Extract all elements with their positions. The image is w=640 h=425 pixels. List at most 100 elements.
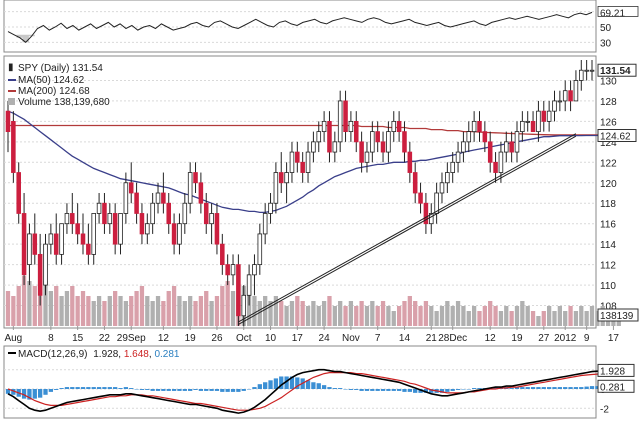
macd-hist-bar [123, 387, 129, 389]
candle-body [246, 274, 252, 296]
candle-body [418, 192, 423, 204]
last-price-badge: 131.54 [597, 63, 637, 77]
volume-bar [166, 291, 171, 326]
candle-body [284, 172, 289, 184]
candle-body [171, 223, 177, 245]
macd-hist-bar [359, 389, 364, 391]
candle [59, 223, 64, 265]
rsi-tick-label: 30 [600, 38, 612, 49]
candle-body [380, 141, 386, 153]
volume-bar [27, 281, 32, 326]
volume-bar [145, 296, 150, 326]
rsi-line [7, 11, 593, 43]
macd-legend-macd: 1.928 [93, 349, 118, 360]
candle [91, 213, 96, 265]
candle-body [305, 151, 311, 173]
candle [530, 111, 536, 133]
candle-body [348, 120, 354, 133]
x-axis-labels: Aug 8 15 22 29Sep 12 19 26 Oct 10 17 24 Nov 7 14 21 28De… [4, 326, 619, 344]
macd-legend-sep2: , [149, 349, 155, 360]
candle-body [273, 172, 279, 204]
macd-hist-bar [525, 387, 530, 389]
macd-panel: 20-2 MACD(12,26,9) 1.928, 1.648, 0.281 1… [3, 345, 635, 419]
macd-hist-bar [530, 387, 536, 389]
candle-body [327, 120, 332, 153]
candle-body [321, 120, 327, 133]
macd-hist-bar [246, 389, 252, 390]
candle-body [477, 120, 482, 133]
candle-body [5, 110, 11, 133]
macd-hist-bar [541, 387, 546, 389]
candle-body [118, 213, 123, 245]
macd-hist-bar [139, 389, 145, 390]
volume-bar [225, 281, 230, 326]
x-tick-label: Aug [4, 333, 22, 344]
macd-hist-bar [252, 387, 257, 389]
volume-bar [364, 306, 370, 326]
macd-hist-bar [332, 388, 337, 389]
volume-bar [268, 301, 273, 326]
candle-body [461, 141, 466, 153]
macd-hist-bar [364, 389, 370, 391]
macd-hist-bar [461, 389, 466, 390]
hist-badge: 0.281 [597, 379, 635, 393]
macd-legend: MACD(12,26,9) 1.928, 1.648, 0.281 [8, 349, 180, 360]
candle-body [466, 131, 472, 143]
candle-body [584, 69, 589, 72]
volume-bar [370, 301, 375, 326]
macd-hist-bar [209, 389, 214, 391]
rsi-tick-label: 50 [600, 23, 612, 34]
candle [86, 223, 91, 265]
volume-bar [214, 296, 220, 326]
candle [375, 121, 380, 153]
ma50-line [7, 110, 635, 214]
candle [295, 141, 300, 173]
macd-legend-text: MACD(12,26,9) 1.928, 1.648, 0.281 [18, 349, 180, 360]
candle-body [236, 264, 241, 317]
price-tick-label: 112 [600, 261, 616, 272]
candle-body [96, 202, 102, 214]
candle-body [262, 213, 268, 235]
candle [134, 182, 139, 224]
candle [284, 162, 289, 204]
macd-hist-bar [386, 389, 391, 391]
x-tick-label: 19 [185, 333, 197, 344]
candle [477, 111, 482, 142]
candle-body [80, 233, 86, 245]
candle-body [311, 141, 316, 153]
ma200-line [8, 124, 635, 136]
candle-body [268, 202, 273, 214]
macd-hist-bar [145, 389, 150, 390]
price-ticks: 108 110 112 114 116 118 120 122 124 126 128 130 [600, 76, 617, 312]
candle [300, 152, 305, 183]
macd-hist-bar [343, 389, 348, 390]
volume-bar [402, 301, 407, 326]
macd-hist-bar [279, 376, 284, 389]
volume-bar [573, 311, 579, 326]
macd-hist-bar [520, 387, 525, 389]
candle [343, 90, 348, 142]
candle [11, 111, 16, 183]
price-tick-label: 124 [600, 138, 617, 149]
candle-body [193, 172, 198, 184]
volume-bar [595, 311, 600, 326]
macd-hist-bar [546, 387, 552, 389]
macd-ticks: 20-2 [4, 366, 609, 415]
candle [332, 131, 338, 163]
x-tick-label: 2012 [554, 333, 577, 344]
candle [123, 172, 129, 224]
macd-hist-bar [471, 388, 477, 389]
candle [70, 193, 75, 234]
candle [557, 90, 563, 112]
candle [64, 203, 70, 234]
candle-icon: ▮ [8, 62, 14, 73]
volume-bar [102, 301, 107, 326]
macd-hist-bar [514, 387, 520, 389]
candle-body [332, 141, 338, 153]
volume-bar [525, 306, 530, 326]
macd-hist-bar [220, 389, 225, 392]
macd-legend-hist: 0.281 [154, 349, 179, 360]
candle [161, 172, 166, 214]
candle-body [402, 131, 407, 153]
x-tick-label: 17 [292, 333, 304, 344]
